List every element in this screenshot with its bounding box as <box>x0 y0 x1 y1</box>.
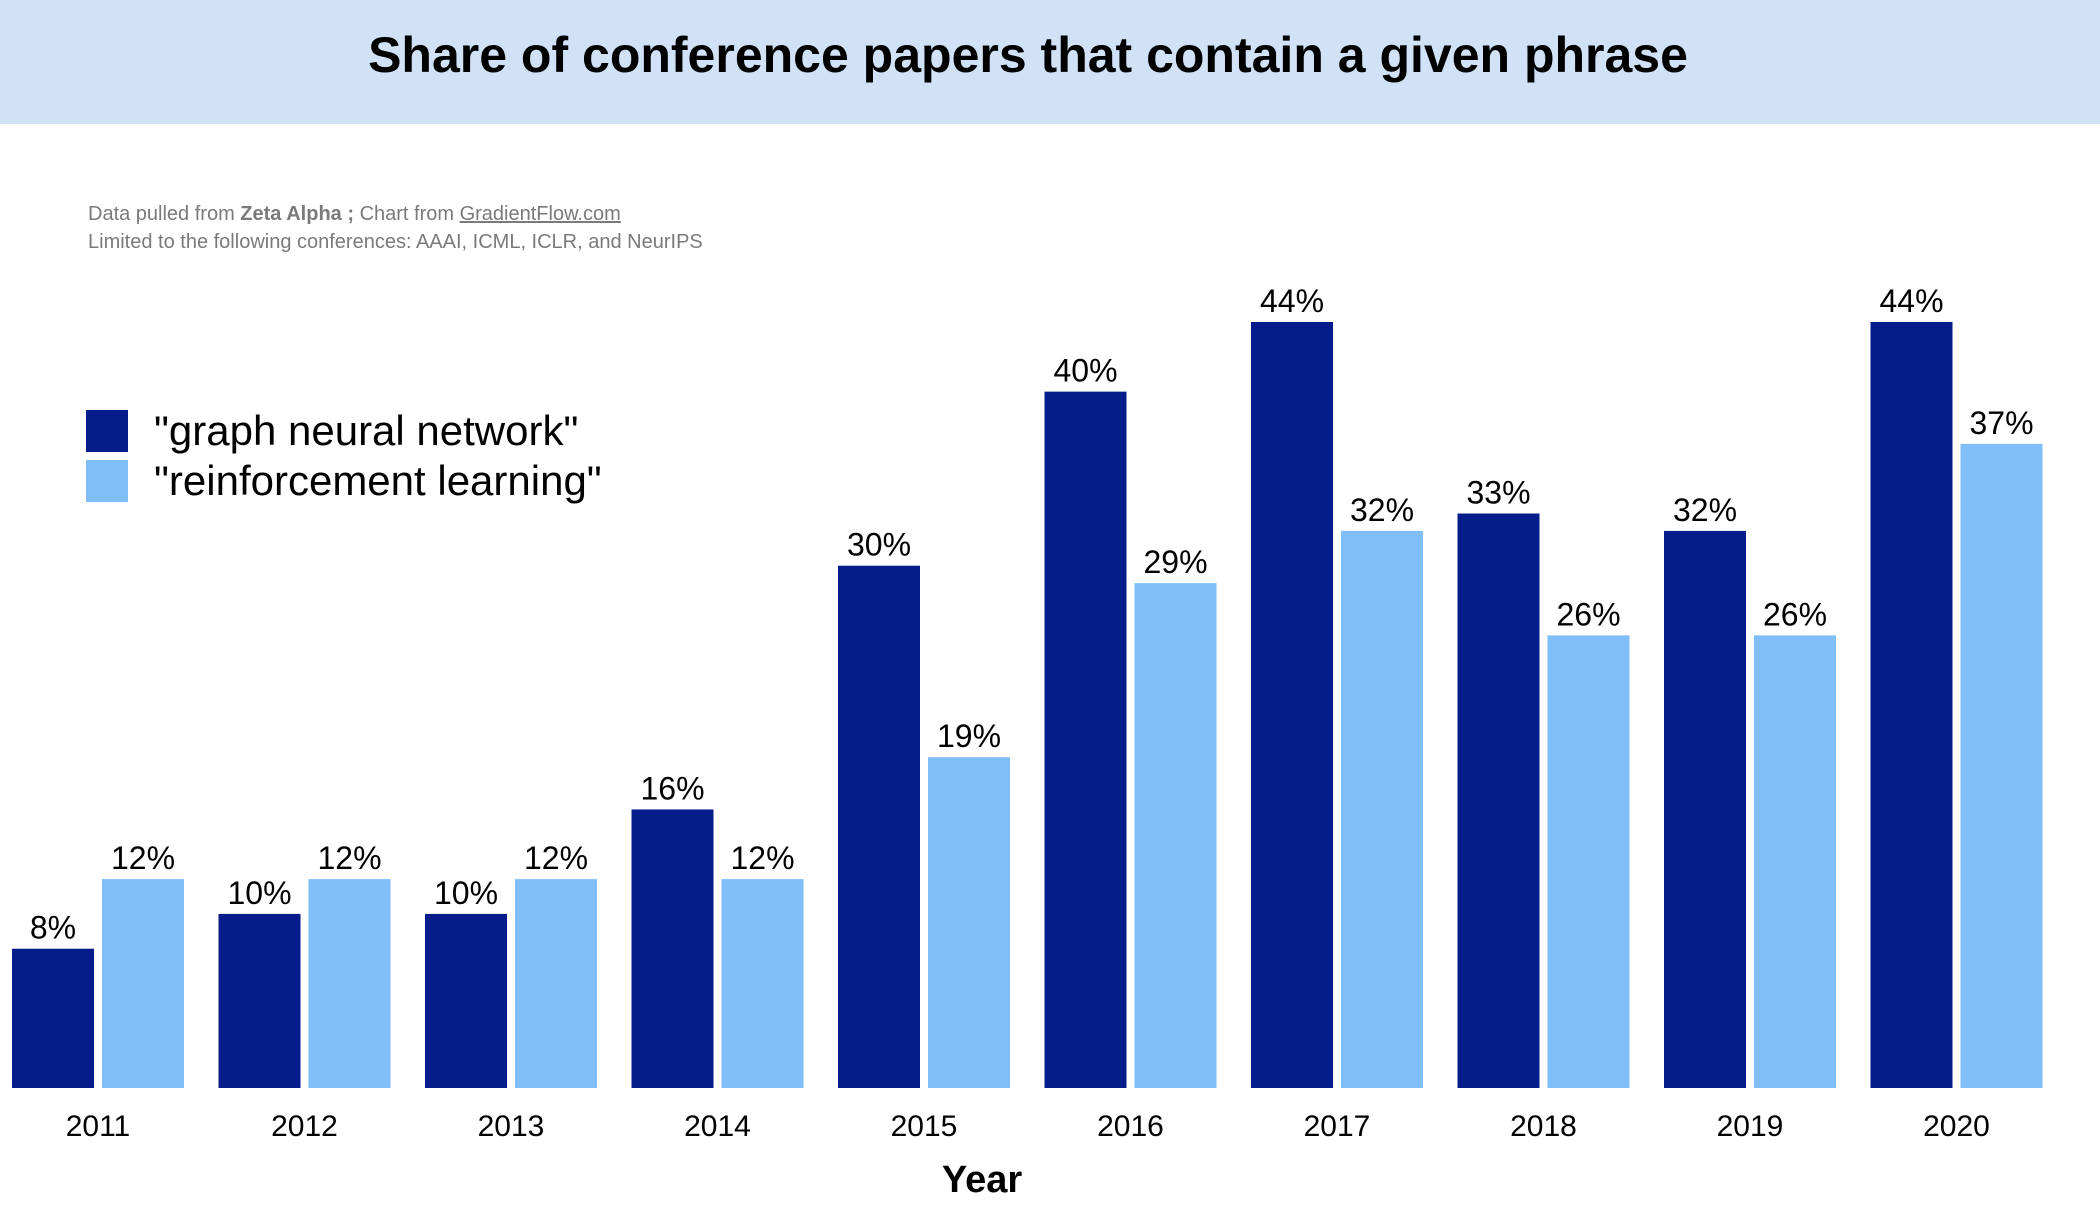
data-label-rl-2011: 12% <box>111 840 175 876</box>
bar-gnn-2015 <box>838 565 920 1088</box>
bar-rl-2016 <box>1134 583 1217 1088</box>
x-tick-2019: 2019 <box>1717 1110 1784 1143</box>
x-tick-2016: 2016 <box>1097 1110 1164 1143</box>
data-label-rl-2016: 29% <box>1143 544 1207 580</box>
data-label-rl-2013: 12% <box>524 840 588 876</box>
bar-gnn-2012 <box>218 913 301 1088</box>
bar-rl-2020 <box>1960 443 2043 1088</box>
x-tick-2015: 2015 <box>891 1110 958 1143</box>
data-label-gnn-2012: 10% <box>227 875 291 911</box>
bar-gnn-2019 <box>1664 530 1746 1088</box>
legend-item-gnn: "graph neural network" <box>86 406 602 456</box>
bar-gnn-2018 <box>1457 513 1540 1088</box>
data-label-gnn-2016: 40% <box>1053 353 1117 389</box>
legend-swatch-rl <box>86 460 128 502</box>
data-label-rl-2015: 19% <box>937 718 1001 754</box>
legend: "graph neural network" "reinforcement le… <box>86 406 602 506</box>
source-chart-link[interactable]: GradientFlow.com <box>459 203 621 225</box>
bar-rl-2019 <box>1754 635 1836 1088</box>
x-tick-2017: 2017 <box>1304 1110 1371 1143</box>
data-label-rl-2019: 26% <box>1763 596 1827 632</box>
source-provider: Zeta Alpha ; <box>240 203 355 225</box>
chart-title: Share of conference papers that contain … <box>368 27 1688 83</box>
data-label-gnn-2019: 32% <box>1673 492 1737 528</box>
data-label-gnn-2018: 33% <box>1466 475 1530 511</box>
data-label-gnn-2017: 44% <box>1260 283 1324 319</box>
title-banner: Share of conference papers that contain … <box>0 0 2100 124</box>
data-label-rl-2012: 12% <box>317 840 381 876</box>
legend-item-rl: "reinforcement learning" <box>86 456 602 506</box>
source-line: Data pulled from Zeta Alpha ; Chart from… <box>88 200 703 228</box>
bar-rl-2017 <box>1341 530 1423 1088</box>
bar-gnn-2014 <box>631 809 714 1088</box>
x-tick-2014: 2014 <box>684 1110 751 1143</box>
bar-rl-2013 <box>515 879 597 1088</box>
conference-limit-note: Limited to the following conferences: AA… <box>88 231 703 253</box>
legend-swatch-gnn <box>86 410 128 452</box>
data-label-gnn-2014: 16% <box>640 770 704 806</box>
legend-label-rl: "reinforcement learning" <box>154 457 602 504</box>
bar-rl-2012 <box>308 879 391 1088</box>
x-tick-2012: 2012 <box>271 1110 338 1143</box>
x-tick-2018: 2018 <box>1510 1110 1577 1143</box>
bar-gnn-2013 <box>425 913 507 1088</box>
data-label-gnn-2011: 8% <box>30 910 76 946</box>
bar-rl-2015 <box>928 757 1010 1088</box>
bar-gnn-2017 <box>1251 322 1333 1088</box>
legend-label-gnn: "graph neural network" <box>154 407 579 454</box>
data-label-rl-2020: 37% <box>1969 405 2033 441</box>
bar-rl-2011 <box>102 879 184 1088</box>
data-label-rl-2018: 26% <box>1556 596 1620 632</box>
source-prefix: Data pulled from <box>88 203 241 225</box>
x-axis-label: Year <box>942 1159 1023 1201</box>
source-note: Data pulled from Zeta Alpha ; Chart from… <box>88 200 703 256</box>
data-label-rl-2017: 32% <box>1350 492 1414 528</box>
bar-gnn-2020 <box>1870 322 1953 1088</box>
bar-rl-2018 <box>1547 635 1630 1088</box>
x-tick-2020: 2020 <box>1923 1110 1990 1143</box>
source-chart-prefix: Chart from <box>354 203 460 225</box>
data-label-rl-2014: 12% <box>730 840 794 876</box>
bar-rl-2014 <box>721 879 804 1088</box>
data-label-gnn-2015: 30% <box>847 527 911 563</box>
x-tick-2013: 2013 <box>478 1110 545 1143</box>
bar-gnn-2011 <box>12 948 94 1088</box>
data-label-gnn-2013: 10% <box>434 875 498 911</box>
bar-gnn-2016 <box>1044 391 1127 1088</box>
data-label-gnn-2020: 44% <box>1879 283 1943 319</box>
x-tick-2011: 2011 <box>66 1110 131 1143</box>
